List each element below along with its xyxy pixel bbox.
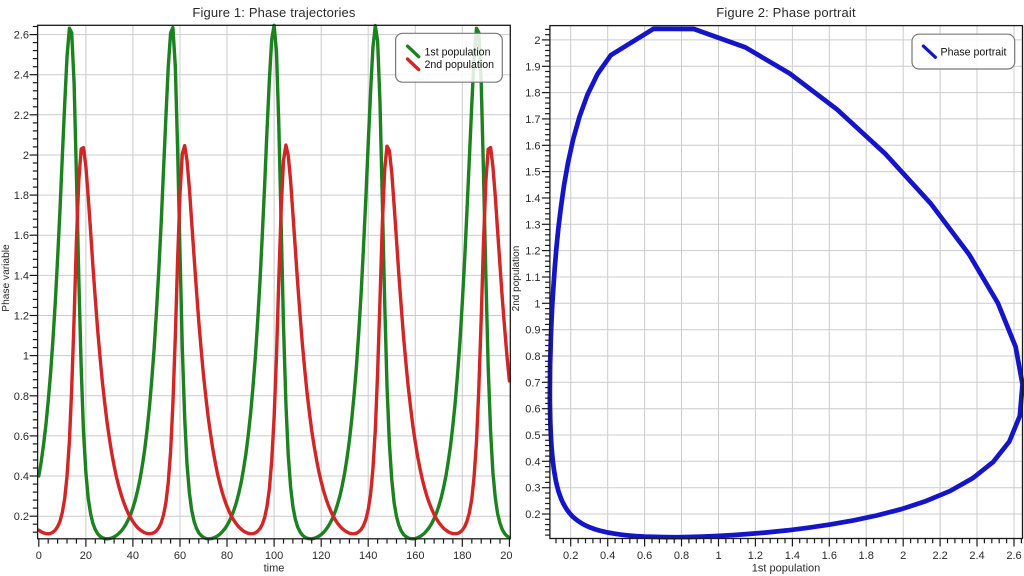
svg-text:2: 2 <box>534 35 540 47</box>
svg-text:Phase variable: Phase variable <box>1 244 12 312</box>
svg-text:1.8: 1.8 <box>859 550 874 562</box>
svg-text:1.6: 1.6 <box>525 140 540 152</box>
svg-text:1.8: 1.8 <box>14 190 29 202</box>
svg-text:0.6: 0.6 <box>637 550 652 562</box>
svg-text:0.9: 0.9 <box>525 325 540 337</box>
svg-text:0.8: 0.8 <box>674 550 689 562</box>
svg-text:2.2: 2.2 <box>932 550 947 562</box>
svg-text:0.2: 0.2 <box>14 511 29 523</box>
svg-text:Figure 2: Phase portrait: Figure 2: Phase portrait <box>716 5 856 20</box>
svg-text:0.4: 0.4 <box>14 471 29 483</box>
svg-text:60: 60 <box>174 550 186 562</box>
svg-text:1.9: 1.9 <box>525 61 540 73</box>
svg-text:1.4: 1.4 <box>14 270 29 282</box>
svg-text:0.6: 0.6 <box>525 404 540 416</box>
svg-text:0.2: 0.2 <box>525 509 540 521</box>
svg-text:1st population: 1st population <box>425 46 491 58</box>
svg-text:140: 140 <box>359 550 377 562</box>
svg-text:0.4: 0.4 <box>525 456 540 468</box>
svg-text:80: 80 <box>221 550 233 562</box>
svg-text:1.2: 1.2 <box>14 311 29 323</box>
svg-text:180: 180 <box>453 550 471 562</box>
svg-text:2nd population: 2nd population <box>425 59 495 71</box>
svg-text:1.3: 1.3 <box>525 219 540 231</box>
svg-text:40: 40 <box>127 550 139 562</box>
svg-text:0.8: 0.8 <box>14 391 29 403</box>
svg-text:1.4: 1.4 <box>525 193 540 205</box>
svg-text:0.6: 0.6 <box>14 431 29 443</box>
svg-text:1: 1 <box>23 351 29 363</box>
svg-text:2: 2 <box>23 150 29 162</box>
svg-text:1: 1 <box>534 298 540 310</box>
svg-text:1.8: 1.8 <box>525 88 540 100</box>
svg-text:0.2: 0.2 <box>563 550 578 562</box>
svg-text:0.4: 0.4 <box>600 550 615 562</box>
svg-text:2.6: 2.6 <box>14 30 29 42</box>
svg-text:1.6: 1.6 <box>822 550 837 562</box>
svg-text:2: 2 <box>900 550 906 562</box>
svg-text:0.7: 0.7 <box>525 377 540 389</box>
svg-text:2nd population: 2nd population <box>511 246 522 312</box>
svg-text:100: 100 <box>265 550 283 562</box>
svg-text:0: 0 <box>36 550 42 562</box>
svg-text:2.2: 2.2 <box>14 110 29 122</box>
svg-text:2.4: 2.4 <box>14 70 29 82</box>
svg-text:1.7: 1.7 <box>525 114 540 126</box>
svg-text:2.4: 2.4 <box>969 550 984 562</box>
svg-text:Phase portrait: Phase portrait <box>941 47 1007 59</box>
svg-text:1.6: 1.6 <box>14 230 29 242</box>
svg-text:1.1: 1.1 <box>525 272 540 284</box>
svg-text:160: 160 <box>406 550 424 562</box>
svg-text:time: time <box>264 563 285 575</box>
svg-text:0.5: 0.5 <box>525 430 540 442</box>
svg-text:0.3: 0.3 <box>525 483 540 495</box>
svg-text:2.6: 2.6 <box>1006 550 1021 562</box>
svg-text:1.2: 1.2 <box>748 550 763 562</box>
svg-text:1: 1 <box>715 550 721 562</box>
svg-text:1.4: 1.4 <box>785 550 800 562</box>
svg-text:200: 200 <box>500 550 518 562</box>
svg-text:1.2: 1.2 <box>525 246 540 258</box>
svg-text:1st population: 1st population <box>752 563 821 575</box>
svg-text:0.8: 0.8 <box>525 351 540 363</box>
svg-text:20: 20 <box>80 550 92 562</box>
svg-text:Figure 1: Phase trajectories: Figure 1: Phase trajectories <box>192 5 356 20</box>
svg-text:120: 120 <box>312 550 330 562</box>
svg-text:1.5: 1.5 <box>525 167 540 179</box>
